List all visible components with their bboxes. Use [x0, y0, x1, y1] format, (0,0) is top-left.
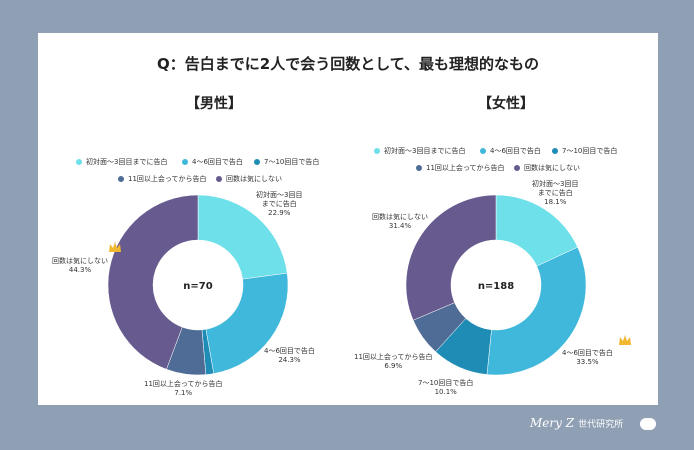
male-sample-size: n=70: [183, 281, 213, 292]
male-label-not-care: 回数は気にしない 44.3%: [52, 257, 108, 274]
sheep-icon: [640, 418, 656, 430]
female-legend-item-4: 11回以上会ってから告白: [416, 163, 505, 173]
chart-card: Q：告白までに2人で会う回数として、最も理想的なもの 【男性】 【女性】 初対面…: [38, 33, 658, 405]
legend-swatch: [374, 148, 380, 154]
male-label-eleven-plus: 11回以上会ってから告白 7.1%: [144, 380, 223, 397]
male-panel-title: 【男性】: [186, 96, 242, 112]
survey-question-title: Q：告白までに2人で会う回数として、最も理想的なもの: [157, 55, 539, 73]
female-legend-item-3: 7〜10回目で告白: [552, 146, 617, 156]
female-panel-title: 【女性】: [478, 96, 534, 112]
pie-slice-2: [205, 272, 289, 374]
female-label-not-care: 回数は気にしない 31.4%: [372, 213, 428, 230]
legend-swatch: [514, 165, 520, 171]
male-legend-item-1: 初対面〜3回目までに告白: [76, 157, 167, 167]
brand-logo: Mery Z 世代研究所: [530, 416, 624, 430]
female-label-seven-to-ten: 7〜10回目で告白 10.1%: [418, 379, 474, 396]
female-label-fourth-to-sixth: 4〜6回目で告白 33.5%: [562, 349, 613, 366]
female-label-eleven-plus: 11回以上会ってから告白 6.9%: [354, 353, 433, 370]
legend-swatch: [416, 165, 422, 171]
pie-slice-2: [486, 246, 587, 376]
pie-slice-5: [107, 194, 199, 370]
male-donut-chart: [107, 194, 289, 376]
female-legend-item-1: 初対面〜3回目までに告白: [374, 146, 465, 156]
crown-icon: [109, 242, 121, 252]
legend-swatch: [216, 176, 222, 182]
male-legend-item-3: 7〜10回目で告白: [254, 157, 319, 167]
legend-swatch: [118, 176, 124, 182]
female-label-first-to-third: 初対面〜3回目 までに告白 18.1%: [532, 180, 579, 206]
male-label-fourth-to-sixth: 4〜6回目で告白 24.3%: [264, 347, 315, 364]
crown-icon: [619, 335, 631, 345]
legend-swatch: [182, 159, 188, 165]
male-legend-item-5: 回数は気にしない: [216, 174, 282, 184]
female-legend-item-2: 4〜6回目で告白: [480, 146, 541, 156]
legend-swatch: [552, 148, 558, 154]
pie-slice-1: [197, 194, 288, 280]
pie-slice-5: [405, 194, 497, 321]
female-legend-item-5: 回数は気にしない: [514, 163, 580, 173]
female-sample-size: n=188: [477, 281, 515, 292]
legend-swatch: [480, 148, 486, 154]
legend-swatch: [76, 159, 82, 165]
male-legend-item-2: 4〜6回目で告白: [182, 157, 243, 167]
legend-swatch: [254, 159, 260, 165]
female-donut-chart: [405, 194, 587, 376]
male-label-first-to-third: 初対面〜3回目 までに告白 22.9%: [256, 191, 303, 217]
male-legend-item-4: 11回以上会ってから告白: [118, 174, 207, 184]
